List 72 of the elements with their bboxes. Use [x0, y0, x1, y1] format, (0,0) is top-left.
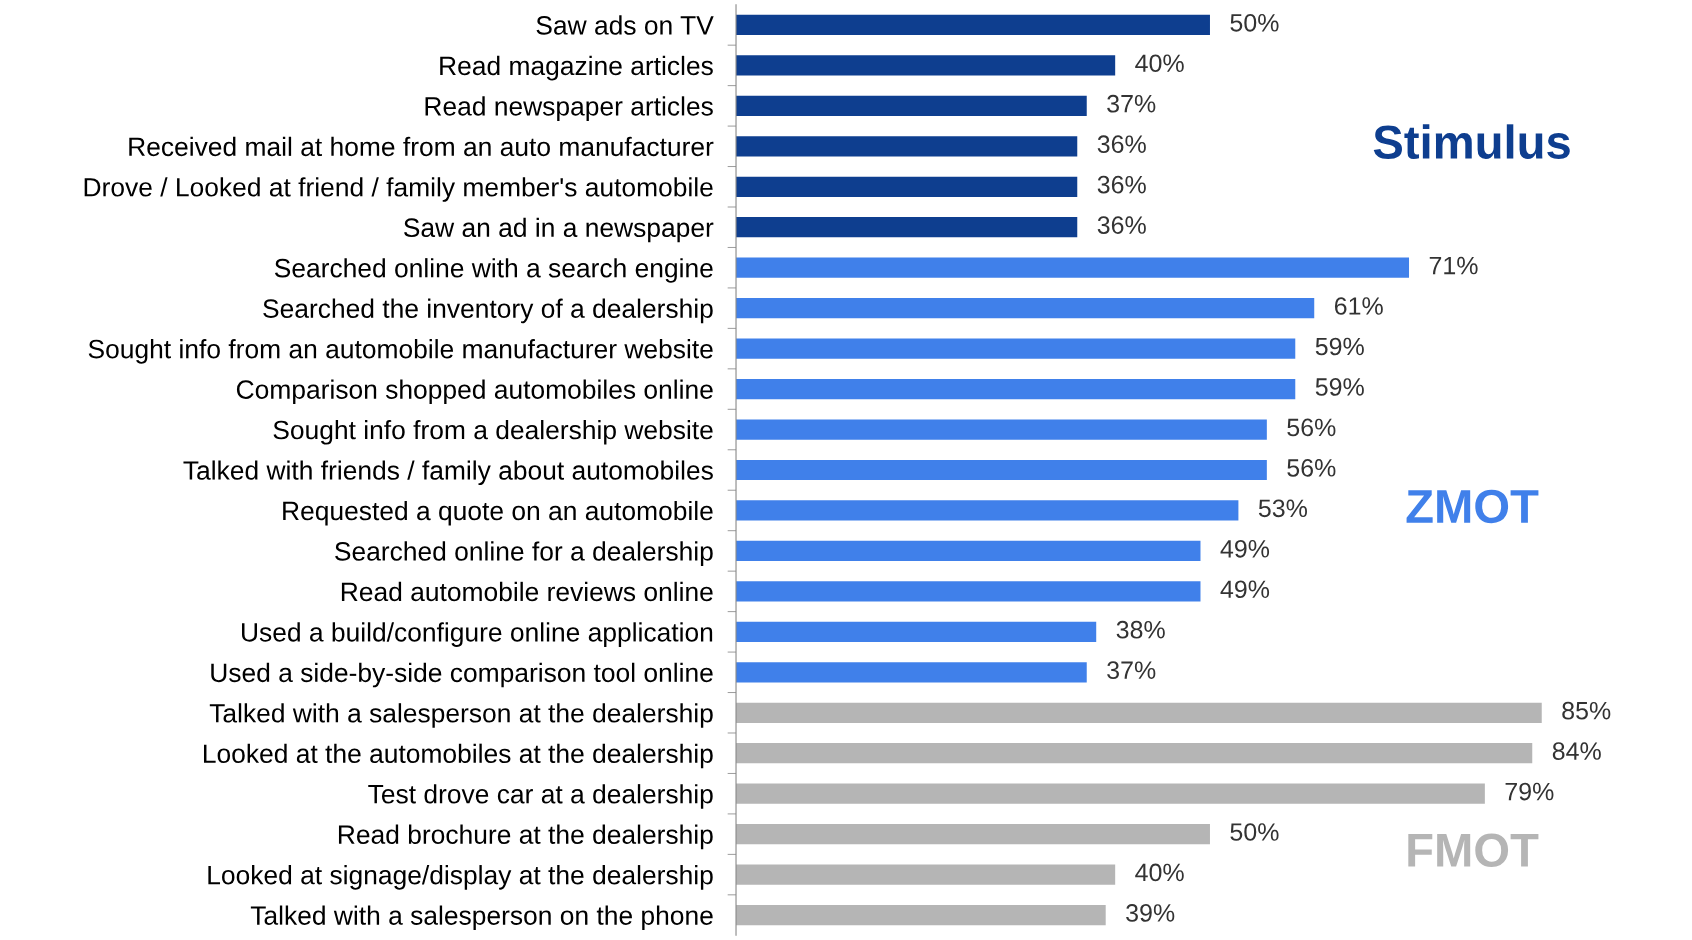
bar [736, 743, 1533, 764]
y-tick-label: Talked with friends / family about automobiles [183, 460, 713, 486]
data-label: 53% [1258, 499, 1307, 518]
data-label: 39% [1126, 904, 1175, 922]
y-tick-label: Used a side-by-side comparison tool online [211, 662, 713, 688]
y-tick-label: Searched online with a search engine [274, 258, 713, 283]
y-tick-label: Comparison shopped automobiles online [236, 379, 713, 405]
y-tick-label: Saw ads on TV [536, 15, 714, 35]
y-tick-label: Used a build/configure online application [242, 622, 713, 647]
bar [736, 55, 1116, 76]
bar [736, 824, 1210, 845]
y-tick-label: Looked at the automobiles at the dealership [204, 743, 713, 769]
data-label: 50% [1230, 823, 1279, 841]
annotation: Stimulus [1373, 124, 1570, 159]
bar [736, 702, 1542, 723]
data-label: 49% [1220, 539, 1270, 558]
bar [736, 14, 1210, 36]
bar [736, 500, 1239, 521]
y-tick-label: Read brochure at the dealership [338, 824, 713, 850]
y-tick-label: Searched online for a dealership [335, 541, 713, 566]
y-tick-label: Requested a quote on an automobile [283, 500, 713, 526]
data-label: 49% [1220, 580, 1270, 599]
bar [736, 298, 1315, 319]
data-label: 38% [1116, 620, 1165, 639]
data-label: 50% [1230, 13, 1279, 32]
data-label: 61% [1334, 297, 1383, 315]
y-tick-label: Searched the inventory of a dealership [263, 298, 713, 324]
bar [736, 662, 1087, 683]
y-tick-label: Test drove car at a dealership [368, 784, 713, 809]
data-label: 56% [1287, 459, 1336, 477]
data-label: 40% [1135, 54, 1184, 73]
bar [736, 459, 1267, 481]
y-tick-label: Talked with a salesperson on the phone [250, 905, 713, 931]
data-label: 40% [1135, 863, 1184, 882]
data-label: 37% [1107, 661, 1156, 680]
bar [736, 257, 1410, 278]
data-label: 36% [1097, 216, 1146, 234]
data-label: 36% [1097, 175, 1146, 194]
bar [736, 540, 1201, 562]
bar [736, 904, 1106, 926]
bar [736, 378, 1296, 400]
data-label: 79% [1505, 782, 1554, 801]
data-label: 84% [1552, 742, 1601, 760]
bar [736, 864, 1116, 885]
data-label: 36% [1097, 135, 1146, 154]
y-tick-label: Read magazine articles [440, 55, 713, 81]
annotation: FMOT [1408, 833, 1539, 868]
bar [736, 95, 1087, 116]
y-tick-label: Sought info from an automobile manufacturer website [88, 339, 713, 364]
data-label: 59% [1315, 337, 1364, 356]
bar [736, 176, 1078, 197]
bar [736, 217, 1078, 238]
y-tick-label: Read newspaper articles [425, 96, 713, 121]
bar [736, 338, 1296, 359]
data-label: 37% [1107, 94, 1156, 113]
annotation: ZMOT [1406, 489, 1539, 524]
y-tick-label: Received mail at home from an auto manufacturer [129, 136, 714, 157]
y-tick-label: Talked with a salesperson at the dealership [209, 703, 713, 728]
data-label: 85% [1562, 701, 1611, 720]
data-label: 56% [1287, 418, 1336, 437]
y-tick-label: Looked at signage/display at the dealership [208, 865, 713, 890]
bar [736, 419, 1267, 440]
y-tick-label: Sought info from a dealership website [273, 419, 713, 445]
data-label: 59% [1315, 378, 1364, 396]
y-tick-label: Drove / Looked at friend / family member's automobile [84, 177, 713, 202]
bar [736, 783, 1485, 804]
bar [736, 581, 1201, 602]
bar [736, 621, 1097, 642]
bar [736, 136, 1078, 157]
y-tick-label: Saw an ad in a newspaper [404, 217, 714, 243]
data-label: 71% [1429, 256, 1478, 275]
y-tick-label: Read automobile reviews online [341, 581, 713, 602]
